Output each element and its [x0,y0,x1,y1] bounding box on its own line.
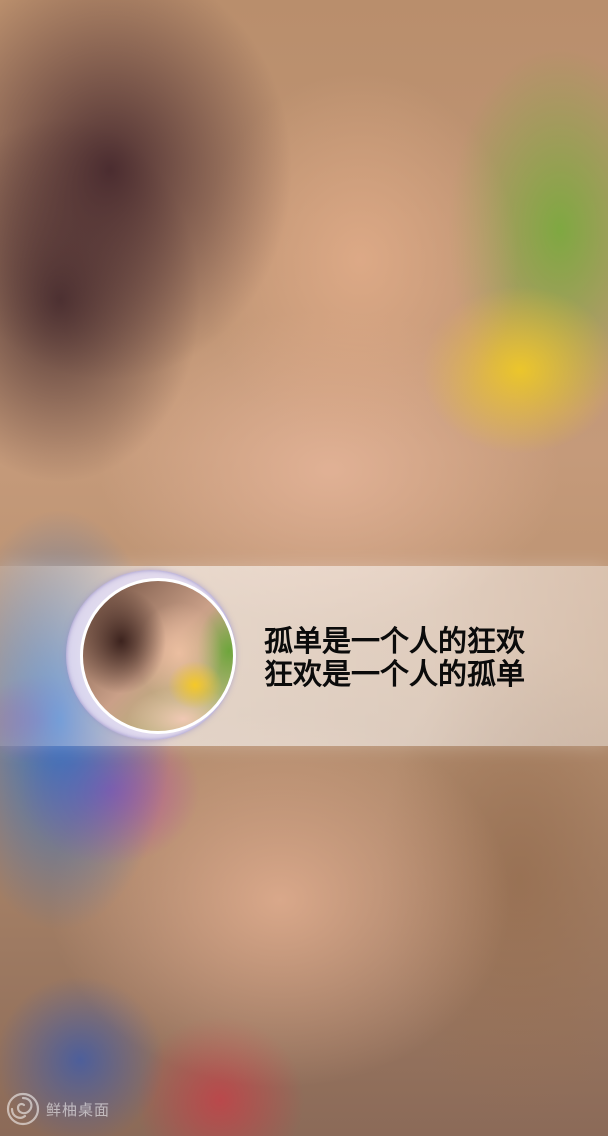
quote-text: 孤单是一个人的狂欢 狂欢是一个人的孤单 [264,625,525,691]
quote-line-1: 孤单是一个人的狂欢 [264,624,526,658]
watermark: 鲜柚桌面 [6,1092,110,1126]
swirl-logo-icon [6,1092,40,1126]
quote-line-2: 狂欢是一个人的孤单 [264,657,526,691]
watermark-text: 鲜柚桌面 [46,1100,111,1119]
avatar[interactable] [80,578,236,734]
